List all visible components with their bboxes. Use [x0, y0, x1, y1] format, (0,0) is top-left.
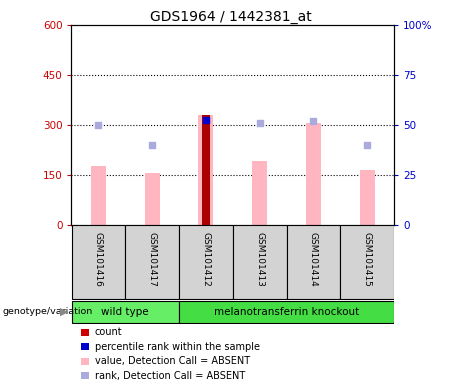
Text: GSM101415: GSM101415 — [363, 232, 372, 287]
Text: count: count — [95, 327, 122, 337]
Bar — [71, 225, 125, 299]
Bar — [91, 166, 106, 225]
Point — [148, 142, 156, 148]
Text: GSM101413: GSM101413 — [255, 232, 264, 287]
Text: value, Detection Call = ABSENT: value, Detection Call = ABSENT — [95, 356, 249, 366]
Bar — [125, 225, 179, 299]
Text: percentile rank within the sample: percentile rank within the sample — [95, 342, 260, 352]
Bar — [179, 225, 233, 299]
Bar — [287, 225, 340, 299]
Text: GSM101416: GSM101416 — [94, 232, 103, 287]
Text: genotype/variation: genotype/variation — [2, 308, 93, 316]
Bar — [360, 170, 375, 225]
Bar — [179, 301, 394, 323]
Text: GSM101417: GSM101417 — [148, 232, 157, 287]
Text: GSM101412: GSM101412 — [201, 232, 210, 287]
Bar — [233, 225, 287, 299]
Bar — [306, 123, 321, 225]
Point — [364, 142, 371, 148]
Bar — [145, 173, 160, 225]
Point — [256, 120, 263, 126]
Text: GDS1964 / 1442381_at: GDS1964 / 1442381_at — [150, 10, 311, 23]
Bar — [202, 115, 210, 225]
Bar — [252, 161, 267, 225]
Text: GSM101414: GSM101414 — [309, 232, 318, 287]
Text: rank, Detection Call = ABSENT: rank, Detection Call = ABSENT — [95, 371, 245, 381]
Point — [95, 122, 102, 128]
Point — [202, 117, 210, 123]
Bar — [340, 225, 394, 299]
Point — [310, 118, 317, 124]
Text: ▶: ▶ — [60, 307, 68, 317]
Text: wild type: wild type — [101, 307, 149, 317]
Bar — [198, 115, 213, 225]
Bar — [71, 301, 179, 323]
Text: melanotransferrin knockout: melanotransferrin knockout — [214, 307, 359, 317]
